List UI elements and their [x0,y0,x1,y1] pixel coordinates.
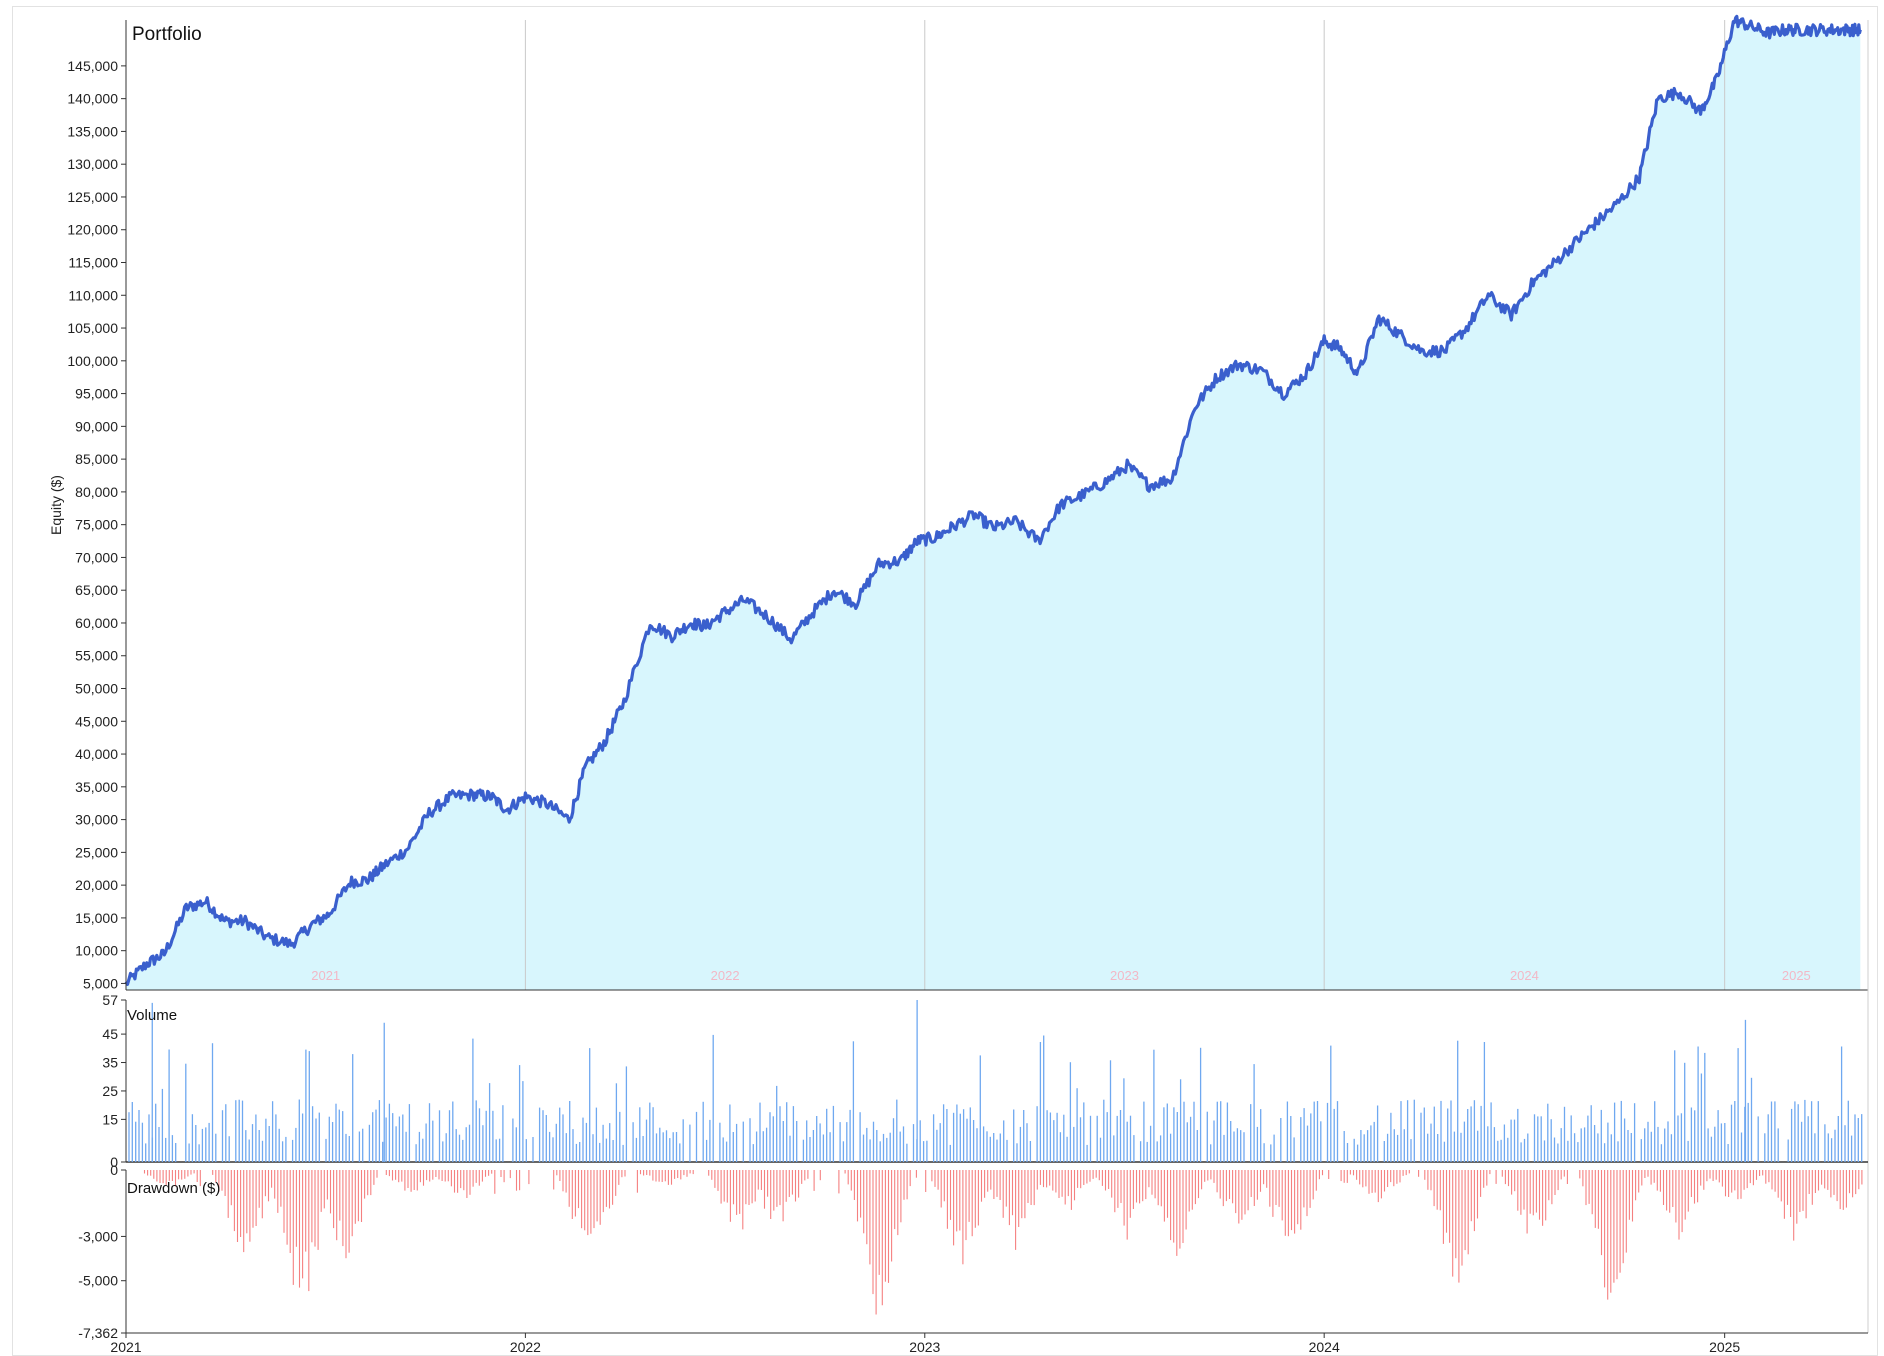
equity-y-tick-label: 90,000 [75,418,118,434]
equity-y-tick-label: 130,000 [67,156,118,172]
equity-y-tick-label: 60,000 [75,615,118,631]
equity-line [124,14,1862,986]
volume-panel: 0 15 25 35 45 57 [102,992,1868,1170]
drawdown-y-tick-label: 0 [110,1162,118,1178]
equity-y-tick-label: 115,000 [68,255,118,271]
equity-y-tick-label: 125,000 [67,189,118,205]
equity-y-tick-label: 25,000 [75,844,118,860]
equity-y-tick-label: 40,000 [75,746,118,762]
equity-y-tick-label: 50,000 [75,681,118,697]
equity-y-tick-label: 120,000 [67,222,118,238]
x-tick-label: 2023 [909,1339,940,1355]
drawdown-y-tick-label: -5,000 [78,1273,118,1289]
drawdown-y-tick-label: -3,000 [78,1228,118,1244]
equity-y-tick-label: 5,000 [83,975,118,991]
equity-y-tick-label: 65,000 [75,582,118,598]
volume-y-tick-label: 35 [102,1055,118,1071]
year-watermark-label: 2023 [1110,968,1139,983]
equity-y-tick-label: 100,000 [67,353,118,369]
volume-y-tick-label: 25 [102,1083,118,1099]
equity-y-tick-label: 85,000 [75,451,118,467]
x-tick-label: 2025 [1709,1339,1740,1355]
year-watermark-label: 2025 [1782,968,1811,983]
equity-y-tick-label: 140,000 [67,91,118,107]
drawdown-y-tick-label: -7,362 [78,1325,118,1341]
equity-y-tick-label: 135,000 [67,123,118,139]
year-watermark-label: 2022 [711,968,740,983]
drawdown-label: Drawdown ($) [127,1180,220,1197]
year-watermark-label: 2021 [311,968,340,983]
equity-y-tick-label: 20,000 [75,877,118,893]
year-watermark-label: 2024 [1510,968,1539,983]
equity-panel: 2021 2022 2023 2024 2025 5,000 10,000 15,000 20,… [67,14,1869,1333]
equity-y-tick-label: 75,000 [75,517,118,533]
equity-y-tick-label: 30,000 [75,812,118,828]
x-tick-label: 2022 [510,1339,541,1355]
chart-title: Portfolio [132,24,202,45]
x-tick-label: 2024 [1309,1339,1340,1355]
equity-y-tick-label: 55,000 [75,648,118,664]
equity-y-tick-label: 95,000 [75,386,118,402]
equity-y-tick-label: 10,000 [75,943,118,959]
equity-y-tick-label: 35,000 [75,779,118,795]
volume-label: Volume [127,1007,177,1024]
volume-y-tick-label: 0 [110,1154,118,1170]
x-tick-label: 2021 [110,1339,141,1355]
equity-y-tick-label: 105,000 [67,320,118,336]
volume-y-tick-label: 45 [102,1026,118,1042]
equity-y-tick-label: 15,000 [75,910,118,926]
equity-y-tick-label: 110,000 [68,287,118,303]
volume-y-tick-label: 57 [102,992,118,1008]
equity-y-tick-label: 145,000 [67,58,118,74]
equity-y-tick-label: 80,000 [75,484,118,500]
equity-y-tick-label: 45,000 [75,713,118,729]
equity-area-fill [126,16,1861,990]
equity-y-tick-label: 70,000 [75,549,118,565]
y-axis-label: Equity ($) [48,475,64,535]
volume-y-tick-label: 15 [102,1111,118,1127]
